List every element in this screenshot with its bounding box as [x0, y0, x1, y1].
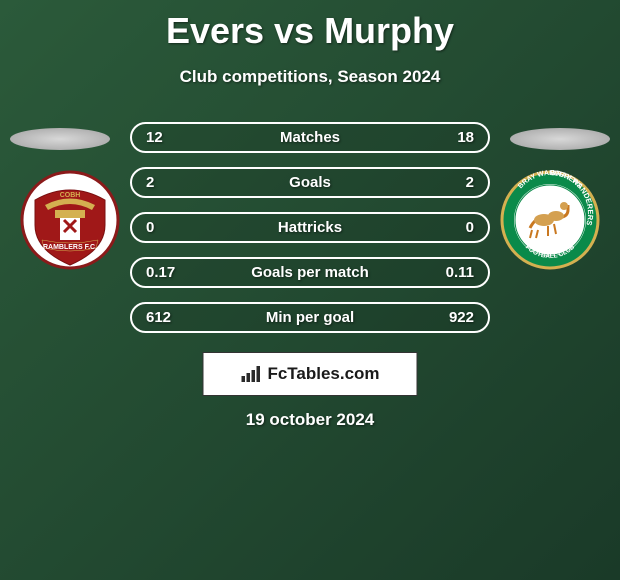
stat-label: Hattricks: [196, 219, 424, 236]
team-logo-left: RAMBLERS F.C. COBH: [20, 170, 120, 270]
stat-right-value: 922: [424, 309, 474, 326]
stat-right-value: 2: [424, 174, 474, 191]
decorative-oval-right: [510, 128, 610, 150]
stat-right-value: 0.11: [424, 264, 474, 281]
stat-row-matches: 12 Matches 18: [130, 122, 490, 153]
stat-right-value: 0: [424, 219, 474, 236]
stat-label: Matches: [196, 129, 424, 146]
stat-row-min-per-goal: 612 Min per goal 922: [130, 302, 490, 333]
stat-left-value: 612: [146, 309, 196, 326]
svg-text:COBH: COBH: [60, 192, 81, 199]
stat-row-goals-per-match: 0.17 Goals per match 0.11: [130, 257, 490, 288]
stat-label: Min per goal: [196, 309, 424, 326]
branding-text: FcTables.com: [267, 364, 379, 384]
chart-icon: [240, 365, 262, 383]
team-logo-right: BRAY WANDERERS BRAY WANDERERS FOOTBALL C…: [500, 170, 600, 270]
stat-left-value: 12: [146, 129, 196, 146]
stats-container: 12 Matches 18 2 Goals 2 0 Hattricks 0 0.…: [130, 122, 490, 347]
stat-label: Goals: [196, 174, 424, 191]
decorative-oval-left: [10, 128, 110, 150]
stat-row-hattricks: 0 Hattricks 0: [130, 212, 490, 243]
subtitle: Club competitions, Season 2024: [0, 67, 620, 87]
branding-box: FcTables.com: [203, 352, 418, 396]
cobh-ramblers-logo-icon: RAMBLERS F.C. COBH: [20, 170, 120, 270]
stat-left-value: 0.17: [146, 264, 196, 281]
stat-right-value: 18: [424, 129, 474, 146]
stat-left-value: 0: [146, 219, 196, 236]
stat-row-goals: 2 Goals 2: [130, 167, 490, 198]
stat-label: Goals per match: [196, 264, 424, 281]
bray-wanderers-logo-icon: BRAY WANDERERS BRAY WANDERERS FOOTBALL C…: [500, 170, 600, 270]
svg-text:RAMBLERS F.C.: RAMBLERS F.C.: [43, 244, 97, 251]
date-label: 19 october 2024: [246, 410, 375, 430]
page-title: Evers vs Murphy: [0, 0, 620, 52]
stat-left-value: 2: [146, 174, 196, 191]
